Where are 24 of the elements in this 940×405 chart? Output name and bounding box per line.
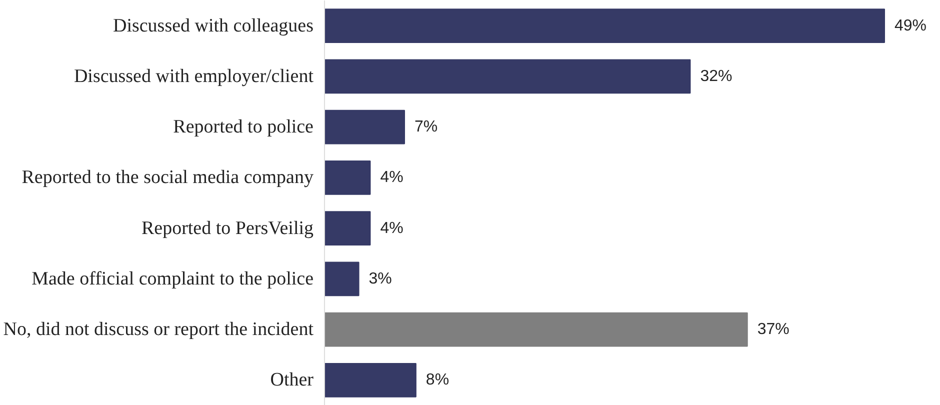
y-tick-label: Discussed with colleagues (112, 15, 314, 36)
data-label: 4% (380, 220, 404, 237)
bar (324, 8, 885, 44)
data-label: 49% (894, 17, 927, 34)
y-tick-label: Other (270, 370, 314, 391)
bar (324, 211, 371, 246)
y-tick-label: Reported to the social media company (22, 167, 314, 188)
data-label: 37% (757, 321, 790, 338)
bar (324, 59, 691, 94)
bar (324, 262, 360, 296)
data-label: 8% (426, 372, 450, 389)
y-tick-label: Made official complaint to the police (32, 268, 314, 290)
bar (324, 312, 748, 347)
data-label: 32% (700, 68, 732, 85)
bar (324, 110, 405, 144)
data-label: 7% (414, 118, 438, 136)
bar (324, 160, 371, 195)
bar (324, 362, 416, 398)
y-tick-label: No, did not discuss or report the incident (3, 319, 314, 340)
data-label: 3% (368, 270, 392, 288)
y-tick-label: Discussed with employer/client (74, 66, 314, 87)
y-tick-label: Reported to PersVeilig (141, 218, 314, 239)
y-tick-label: Reported to police (173, 116, 314, 138)
data-label: 4% (380, 169, 404, 186)
